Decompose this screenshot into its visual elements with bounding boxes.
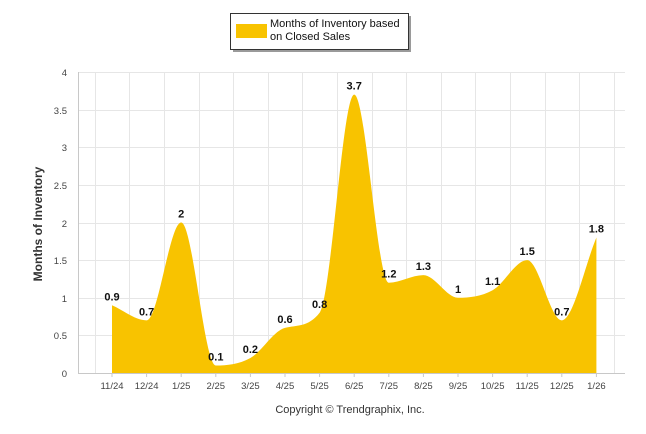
data-label: 3.7	[347, 81, 362, 93]
data-label: 2	[178, 209, 184, 221]
x-tick-label: 12/24	[135, 381, 159, 392]
legend-label-line2: on Closed Sales	[270, 31, 351, 43]
y-tick-label: 3	[62, 143, 67, 154]
data-label: 1	[455, 284, 461, 296]
series-area	[112, 94, 597, 373]
x-tick-label: 7/25	[380, 381, 399, 392]
data-label: 0.7	[554, 306, 569, 318]
data-label: 0.7	[139, 306, 154, 318]
y-tick-label: 0	[62, 369, 67, 380]
y-axis-title: Months of Inventory	[31, 166, 45, 281]
axes	[78, 72, 625, 377]
x-tick-labels: 11/24 12/24 1/25 2/25 3/25 4/25 5/25 6/25 7/25 8/…	[100, 381, 605, 392]
data-label: 1.3	[416, 261, 431, 273]
y-tick-label: 2	[62, 219, 67, 230]
x-tick-label: 11/24	[100, 381, 123, 392]
data-label: 0.6	[277, 314, 292, 326]
legend-swatch	[236, 24, 267, 38]
y-tick-label: 4	[62, 68, 67, 79]
copyright-text: Copyright © Trendgraphix, Inc.	[275, 404, 424, 416]
y-tick-label: 1.5	[54, 256, 67, 267]
y-tick-label: 0.5	[54, 331, 67, 342]
x-tick-label: 1/26	[587, 381, 606, 392]
x-tick-label: 2/25	[207, 381, 226, 392]
x-tick-label: 11/25	[516, 381, 539, 392]
data-label: 1.1	[485, 276, 500, 288]
x-tick-label: 1/25	[172, 381, 191, 392]
x-tick-label: 12/25	[550, 381, 574, 392]
y-tick-labels: 0 0.5 1 1.5 2 2.5 3 3.5 4	[54, 68, 67, 380]
x-tick-label: 4/25	[276, 381, 295, 392]
legend[interactable]: Months of Inventory based on Closed Sale…	[230, 13, 412, 53]
data-label: 0.8	[312, 299, 327, 311]
data-label: 0.2	[243, 344, 258, 356]
data-label: 0.9	[104, 291, 119, 303]
data-label: 1.8	[589, 224, 604, 236]
data-label: 1.2	[381, 269, 396, 281]
area-series-fill	[112, 94, 597, 373]
legend-label-line1: Months of Inventory based	[270, 18, 400, 30]
x-tick-label: 9/25	[449, 381, 468, 392]
x-tick-label: 5/25	[310, 381, 329, 392]
x-tick-label: 6/25	[345, 381, 364, 392]
data-labels: 0.9 0.7 2 0.1 0.2 0.6 0.8 3.7 1.2 1.3 1 1.1 1.5 0.7 1.…	[104, 81, 604, 364]
data-label: 0.1	[208, 351, 223, 363]
x-tick-label: 8/25	[414, 381, 433, 392]
y-tick-label: 2.5	[54, 181, 67, 192]
y-tick-label: 3.5	[54, 106, 67, 117]
y-tick-label: 1	[62, 294, 67, 305]
data-label: 1.5	[520, 246, 535, 258]
x-tick-label: 10/25	[481, 381, 505, 392]
x-tick-label: 3/25	[241, 381, 260, 392]
